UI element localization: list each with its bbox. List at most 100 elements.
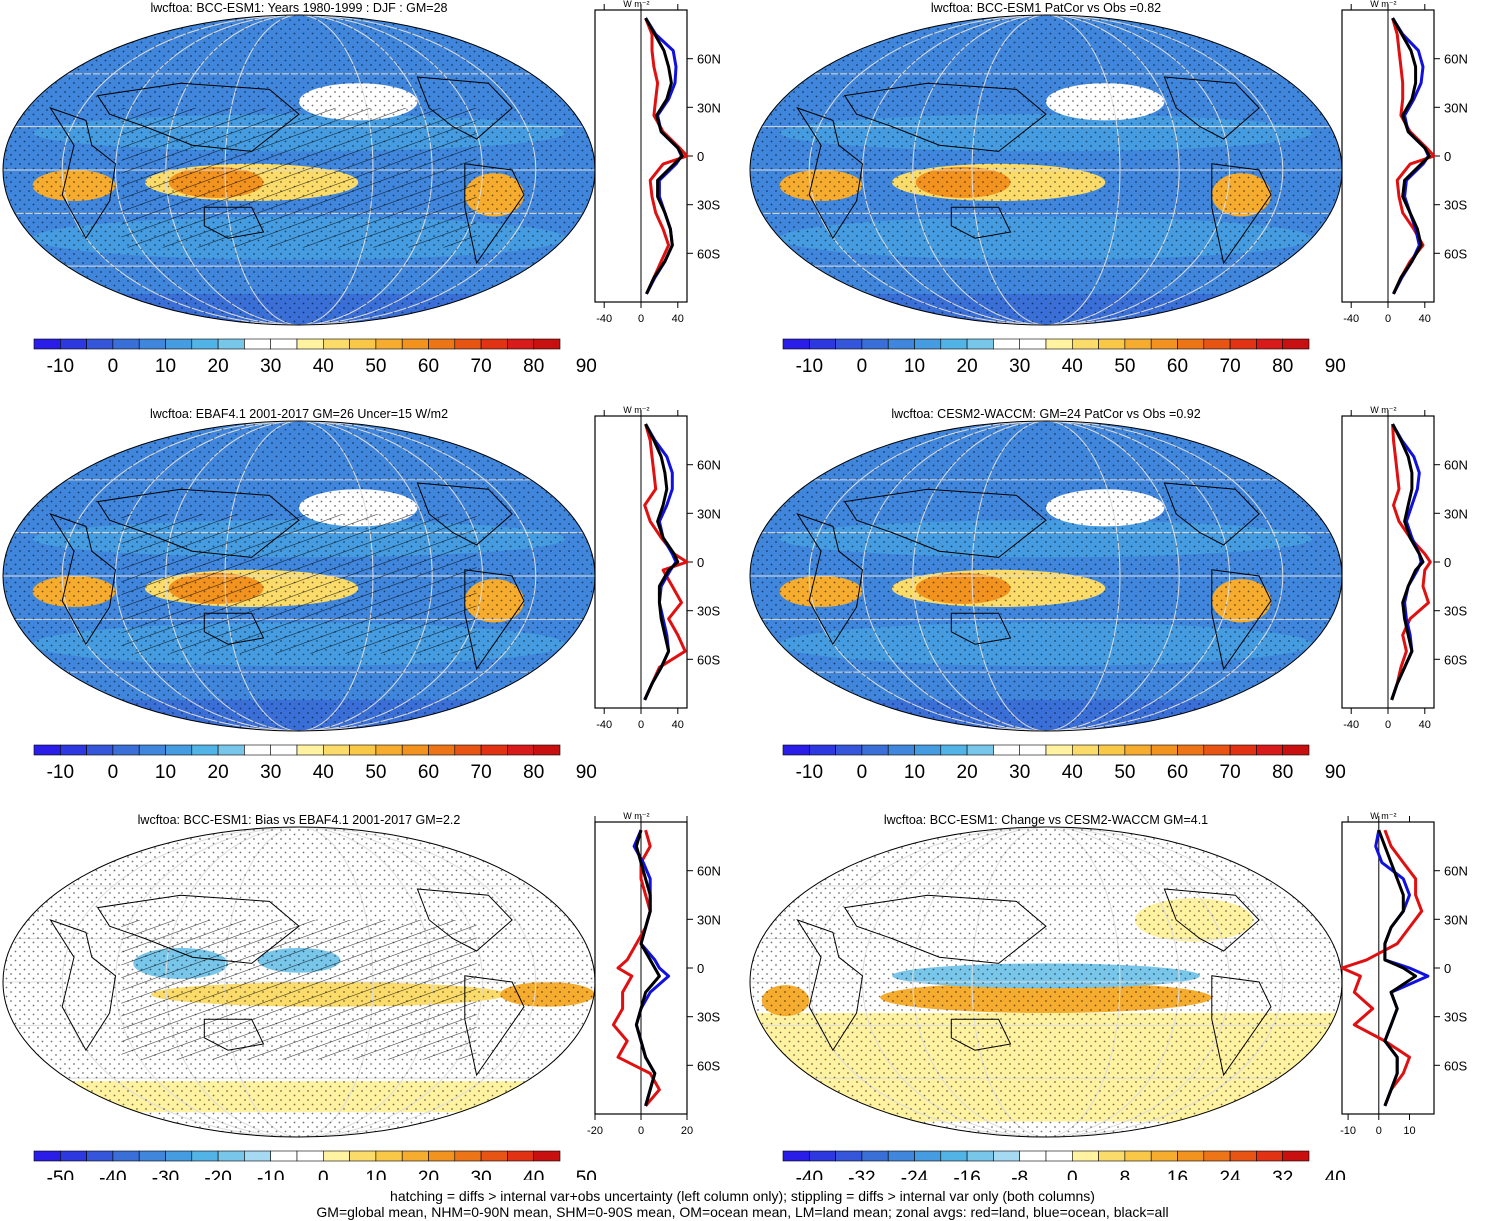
- profile-units: W m⁻²: [623, 0, 649, 9]
- profile-y-tick-label: 30N: [1444, 506, 1468, 521]
- colorbar-tick-label: -10: [796, 356, 823, 377]
- colorbar-swatch: [940, 338, 968, 350]
- profile-x-tick-label: 0: [1385, 313, 1391, 325]
- colorbar-swatch: [966, 1150, 994, 1162]
- colorbar-tick-label: 0: [108, 356, 119, 377]
- colorbar-tick-label: 24: [1220, 1168, 1242, 1180]
- continent-outline: [203, 612, 265, 645]
- continent-outline: [796, 513, 864, 646]
- panel-1: lwcftoa: BCC-ESM1: Years 1980-1999 : DJF…: [2, 0, 721, 377]
- profile-x-tick-label: -40: [1343, 719, 1359, 731]
- panel-3: lwcftoa: EBAF4.1 2001-2017 GM=26 Uncer=1…: [2, 405, 721, 783]
- colorbar-swatch: [270, 1150, 298, 1162]
- profile-x-tick-label: 40: [1419, 719, 1431, 731]
- continent-outline: [950, 612, 1012, 645]
- colorbar-swatch: [993, 338, 1021, 350]
- colorbar-swatch: [349, 744, 377, 756]
- profile-y-tick-label: 60S: [697, 652, 720, 667]
- colorbar-tick-label: 60: [1167, 356, 1188, 377]
- continent-outline: [416, 482, 513, 546]
- colorbar-swatch: [86, 744, 114, 756]
- colorbar-tick-label: 32: [1272, 1168, 1293, 1180]
- colorbar-swatch: [244, 1150, 271, 1162]
- map: [3, 15, 595, 325]
- colorbar-tick-label: 8: [1120, 1168, 1131, 1180]
- colorbar-tick-label: 90: [1325, 356, 1346, 377]
- colorbar-swatch: [861, 338, 889, 350]
- profile-series-line: [644, 17, 684, 295]
- colorbar-swatch: [808, 338, 836, 350]
- profile-x-tick-label: 40: [1419, 313, 1431, 325]
- colorbar-tick-label: 20: [957, 356, 978, 377]
- colorbar-swatch: [1124, 338, 1152, 350]
- profile-y-tick-label: 30S: [1444, 604, 1467, 619]
- colorbar-tick-label: 0: [857, 356, 868, 377]
- colorbar-swatch: [835, 1150, 863, 1162]
- colorbar-tick-label: 20: [208, 762, 229, 783]
- colorbar-tick-label: 16: [1167, 1168, 1188, 1180]
- continent-outline: [464, 975, 525, 1077]
- continent-outline: [49, 107, 117, 240]
- colorbar-tick-label: 30: [260, 356, 281, 377]
- profile-x-tick-label: -40: [596, 313, 612, 325]
- colorbar-tick-label: 60: [1167, 762, 1188, 783]
- colorbar-swatch: [428, 744, 456, 756]
- continent-outline: [464, 569, 525, 671]
- colorbar-swatch: [480, 744, 508, 756]
- colorbar-swatch: [375, 338, 403, 350]
- profile-y-tick-label: 60S: [1444, 652, 1467, 667]
- colorbar-swatch: [1256, 744, 1284, 756]
- colorbar-tick-label: 10: [155, 762, 176, 783]
- panel-5: lwcftoa: BCC-ESM1: Bias vs EBAF4.1 2001-…: [2, 811, 721, 1180]
- colorbar-swatch: [533, 1150, 561, 1162]
- profile-y-tick-label: 30S: [1444, 198, 1467, 213]
- colorbar-swatch: [993, 1150, 1021, 1162]
- colorbar-swatch: [1229, 338, 1257, 350]
- profile-x-tick-label: 0: [638, 719, 644, 731]
- colorbar-swatch: [33, 1150, 61, 1162]
- continent-outline: [843, 894, 1047, 964]
- colorbar-swatch: [165, 744, 193, 756]
- colorbar-tick-label: -50: [47, 1168, 74, 1180]
- colorbar: -10 0 10 20 30 40 50 60 70 80 90: [33, 338, 597, 377]
- continent-outline: [1211, 163, 1272, 265]
- colorbar-swatch: [1150, 744, 1178, 756]
- coastlines: [796, 888, 1272, 1077]
- stippling: [750, 15, 1342, 325]
- panel-title: lwcftoa: CESM2-WACCM: GM=24 PatCor vs Ob…: [891, 407, 1200, 421]
- colorbar-swatch: [296, 1150, 324, 1162]
- continent-outline: [1211, 975, 1272, 1077]
- continent-outline: [796, 107, 864, 240]
- profile-units: W m⁻²: [1370, 811, 1396, 821]
- hatching: [121, 920, 477, 1060]
- profile-y-tick-label: 30S: [697, 198, 720, 213]
- colorbar-swatch: [1229, 1150, 1257, 1162]
- colorbar-tick-label: 40: [313, 762, 334, 783]
- colorbar-tick-label: 30: [1009, 356, 1030, 377]
- colorbar-swatch: [454, 1150, 482, 1162]
- colorbar-tick-label: 0: [108, 762, 119, 783]
- colorbar-tick-label: -10: [47, 356, 74, 377]
- coastlines: [796, 76, 1272, 265]
- colorbar-tick-label: 50: [365, 356, 386, 377]
- colorbar-swatch: [782, 1150, 810, 1162]
- profile-y-tick-label: 60S: [1444, 1058, 1467, 1073]
- profile-y-tick-label: 30N: [697, 506, 721, 521]
- panel-6: lwcftoa: BCC-ESM1: Change vs CESM2-WACCM…: [749, 811, 1468, 1180]
- hatching: [121, 514, 477, 654]
- colorbar-swatch: [1256, 1150, 1284, 1162]
- profile-units: W m⁻²: [1370, 405, 1396, 415]
- colorbar-swatch: [1229, 744, 1257, 756]
- colorbar-swatch: [1177, 338, 1205, 350]
- colorbar-tick-label: 80: [1272, 762, 1293, 783]
- colorbar-tick-label: 50: [365, 762, 386, 783]
- colorbar-swatch: [1282, 338, 1310, 350]
- profile-y-tick-label: 60S: [697, 246, 720, 261]
- colorbar-swatch: [33, 338, 61, 350]
- continent-outline: [96, 488, 300, 558]
- colorbar-swatch: [914, 1150, 942, 1162]
- colorbar-swatch: [861, 744, 889, 756]
- colorbar-swatch: [782, 338, 810, 350]
- continent-outline: [796, 919, 864, 1052]
